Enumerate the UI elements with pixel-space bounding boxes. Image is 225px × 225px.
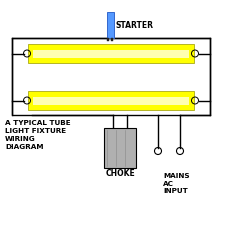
Bar: [28, 91, 194, 110]
Bar: [12, 38, 210, 115]
Bar: [107, 12, 114, 38]
Text: MAINS
AC
INPUT: MAINS AC INPUT: [163, 173, 190, 194]
Bar: [104, 128, 136, 168]
Text: CHOKE: CHOKE: [105, 169, 135, 178]
Bar: [111, 38, 113, 41]
Bar: [33, 97, 189, 104]
Bar: [28, 44, 194, 63]
Bar: [107, 38, 109, 41]
Text: A TYPICAL TUBE
LIGHT FIXTURE
WIRING
DIAGRAM: A TYPICAL TUBE LIGHT FIXTURE WIRING DIAG…: [5, 120, 71, 150]
Text: STARTER: STARTER: [116, 20, 154, 29]
Bar: [33, 50, 189, 58]
